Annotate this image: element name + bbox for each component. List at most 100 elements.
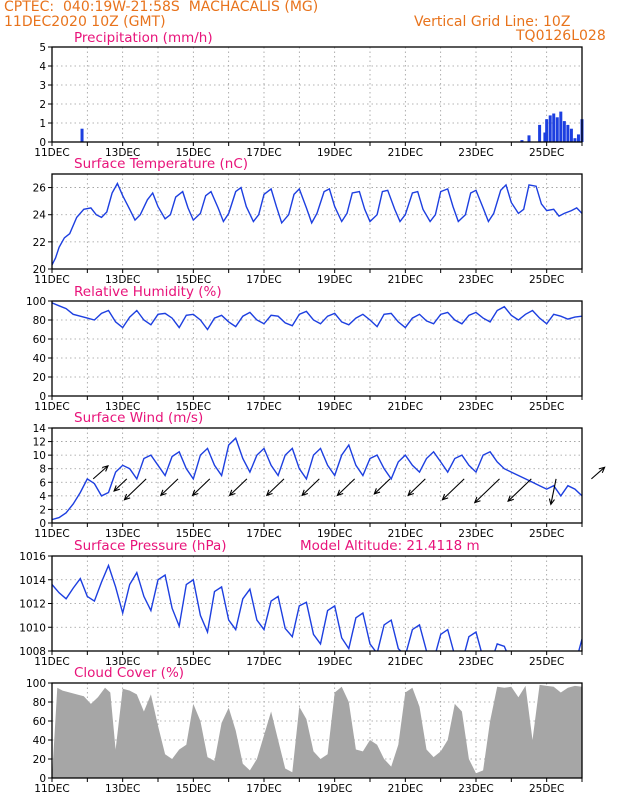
y-tick-label: 1008 bbox=[19, 646, 46, 658]
wind-vector bbox=[473, 478, 500, 504]
wind-vector-head bbox=[301, 489, 309, 497]
precip-bar bbox=[80, 128, 84, 142]
cloud-cover-area bbox=[52, 684, 582, 778]
x-tick-label: 23DEC bbox=[458, 783, 493, 795]
wind-vector-head bbox=[102, 465, 109, 472]
y-tick-label: 80 bbox=[33, 315, 46, 327]
precip-bar bbox=[555, 117, 559, 142]
x-tick-label: 23DEC bbox=[458, 401, 493, 413]
x-tick-label: 17DEC bbox=[246, 274, 281, 286]
wind-vector-shaft bbox=[474, 478, 500, 504]
wind-vector bbox=[336, 478, 356, 497]
y-tick-label: 12 bbox=[33, 437, 46, 449]
wind-vector-shaft bbox=[192, 478, 211, 496]
precip-bar bbox=[573, 138, 577, 142]
y-tick-label: 100 bbox=[26, 678, 46, 690]
x-tick-label: 25DEC bbox=[529, 274, 564, 286]
precip-bar bbox=[527, 135, 531, 142]
x-tick-label: 19DEC bbox=[317, 401, 352, 413]
x-tick-label: 11DEC bbox=[34, 783, 69, 795]
y-tick-label: 60 bbox=[33, 334, 46, 346]
x-tick-label: 17DEC bbox=[246, 147, 281, 159]
precip-bar bbox=[559, 111, 563, 142]
wind-vector-shaft bbox=[124, 478, 147, 501]
wind-vector-shaft bbox=[229, 478, 248, 496]
x-tick-label: 21DEC bbox=[388, 656, 423, 668]
humidity-panel: Relative Humidity (%) 0 20 40 60 80 100 11DEC 1… bbox=[26, 284, 583, 413]
plot-frame bbox=[51, 427, 583, 524]
grid-note-label: Vertical Grid Line: 10Z bbox=[414, 14, 570, 30]
precipitation-panel: Precipitation (mm/h) 0 1 2 3 4 5 11DEC 13DEC 15D… bbox=[34, 30, 584, 159]
x-tick-label: 19DEC bbox=[317, 656, 352, 668]
y-tick-label: 40 bbox=[33, 735, 46, 747]
wind-vector-head bbox=[407, 489, 415, 497]
rh-series-line bbox=[52, 302, 582, 331]
precip-bar bbox=[562, 121, 566, 142]
y-tick-label: 1014 bbox=[19, 575, 46, 587]
precip-bar bbox=[576, 134, 580, 142]
temperature-title: Surface Temperature (nC) bbox=[74, 156, 248, 172]
y-tick-label: 3 bbox=[39, 80, 46, 92]
wind-vector bbox=[407, 478, 426, 497]
precip-bar bbox=[569, 128, 573, 142]
model-code-label: TQ0126L028 bbox=[515, 28, 606, 44]
x-tick-label: 19DEC bbox=[317, 783, 352, 795]
temperature-panel: Surface Temperature (nC) 20 22 24 26 11DEC 13… bbox=[33, 156, 583, 286]
y-tick-label: 24 bbox=[33, 210, 47, 222]
y-tick-label: 0 bbox=[39, 518, 46, 530]
cloud-cover-panel: Cloud Cover (%) 0 20 40 60 80 100 11DEC 13DEC 15… bbox=[26, 665, 583, 795]
run-date-label: 11DEC2020 10Z (GMT) bbox=[4, 14, 166, 30]
y-tick-label: 20 bbox=[33, 372, 46, 384]
x-tick-label: 11DEC bbox=[34, 147, 69, 159]
x-tick-label: 13DEC bbox=[105, 783, 140, 795]
x-tick-label: 25DEC bbox=[529, 147, 564, 159]
wind-vector bbox=[123, 478, 147, 501]
y-tick-label: 1 bbox=[39, 118, 46, 130]
wind-vector-shaft bbox=[113, 478, 128, 492]
x-tick-label: 15DEC bbox=[176, 401, 211, 413]
plot-frame bbox=[51, 300, 583, 397]
wind-vector bbox=[301, 478, 320, 497]
wind-vector-head bbox=[473, 496, 481, 504]
y-tick-label: 2 bbox=[39, 504, 46, 516]
x-tick-label: 21DEC bbox=[388, 401, 423, 413]
x-tick-label: 13DEC bbox=[105, 147, 140, 159]
wind-vector-head bbox=[507, 495, 514, 503]
x-tick-label: 17DEC bbox=[246, 783, 281, 795]
y-tick-label: 4 bbox=[39, 61, 46, 73]
pressure-title: Surface Pressure (hPa) bbox=[74, 538, 227, 554]
model-altitude-label: Model Altitude: 21.4118 m bbox=[300, 538, 480, 554]
plot-frame bbox=[51, 173, 583, 270]
humidity-title: Relative Humidity (%) bbox=[74, 284, 222, 300]
wind-vector-head bbox=[598, 466, 606, 474]
x-tick-label: 15DEC bbox=[176, 274, 211, 286]
wind-vector-shaft bbox=[266, 478, 285, 496]
y-tick-label: 10 bbox=[33, 450, 46, 462]
wind-vector-head bbox=[336, 489, 344, 497]
wind-vector bbox=[548, 478, 557, 506]
precip-bar bbox=[552, 113, 556, 142]
y-tick-label: 1016 bbox=[19, 551, 46, 563]
wind-vector bbox=[191, 478, 211, 497]
precipitation-title: Precipitation (mm/h) bbox=[74, 30, 213, 46]
y-tick-label: 6 bbox=[39, 477, 46, 489]
y-tick-label: 2 bbox=[39, 99, 46, 111]
wind-vector-shaft bbox=[407, 478, 426, 496]
plot-frame bbox=[51, 682, 583, 779]
x-tick-label: 11DEC bbox=[34, 528, 69, 540]
wind-vector bbox=[507, 478, 532, 503]
y-tick-label: 100 bbox=[26, 296, 46, 308]
pressure-panel: Surface Pressure (hPa) Model Altitude: 2… bbox=[19, 538, 583, 668]
x-tick-label: 17DEC bbox=[246, 401, 281, 413]
y-tick-label: 20 bbox=[33, 264, 46, 276]
x-tick-label: 11DEC bbox=[34, 401, 69, 413]
wind-vector bbox=[591, 466, 606, 480]
y-tick-label: 80 bbox=[33, 697, 46, 709]
y-tick-label: 26 bbox=[33, 183, 47, 195]
y-tick-label: 0 bbox=[39, 773, 46, 785]
y-tick-label: 22 bbox=[33, 237, 46, 249]
y-tick-label: 0 bbox=[39, 391, 46, 403]
y-tick-label: 1010 bbox=[19, 622, 46, 634]
precip-bar bbox=[538, 124, 542, 142]
precip-bar bbox=[545, 119, 549, 142]
